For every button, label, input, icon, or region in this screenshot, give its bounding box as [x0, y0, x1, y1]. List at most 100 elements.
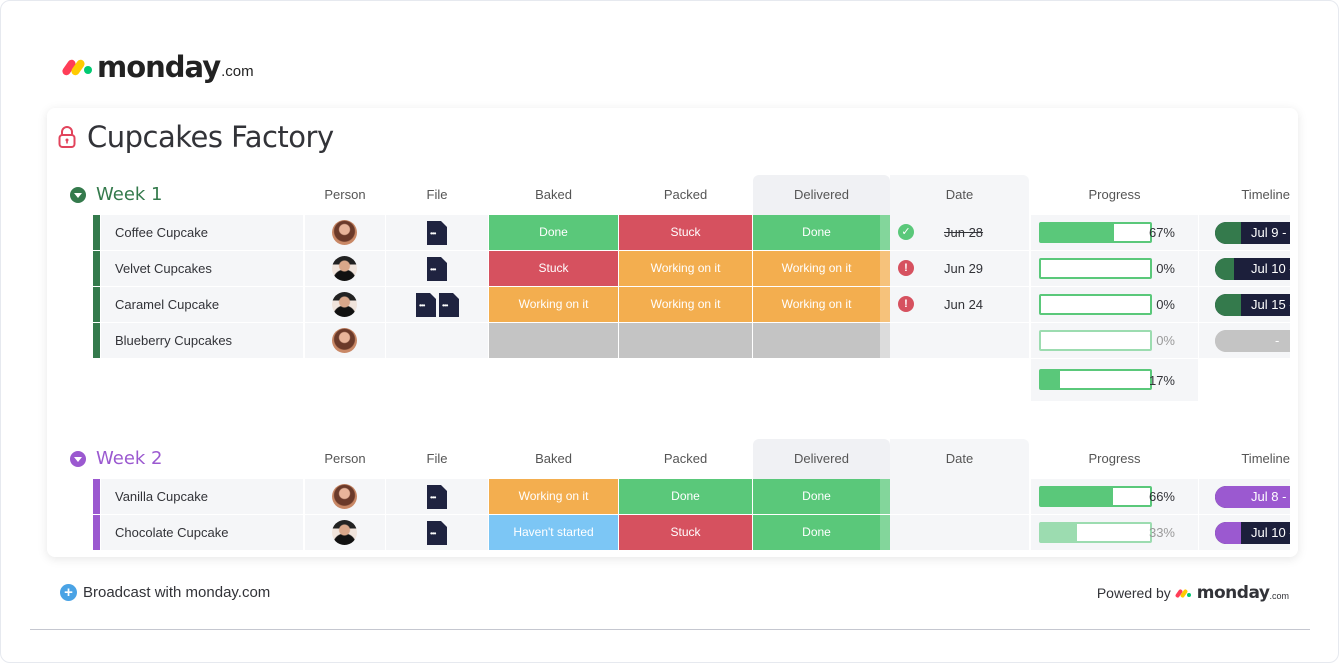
status-delivered[interactable]: Done [753, 479, 880, 514]
column-header-person[interactable]: Person [324, 187, 366, 202]
person-avatar[interactable] [332, 256, 357, 281]
powered-by-suffix: .com [1269, 590, 1289, 601]
item-name[interactable]: Caramel Cupcake [115, 297, 220, 312]
status-baked[interactable]: Haven't started [489, 515, 618, 550]
status-packed[interactable]: Stuck [619, 215, 752, 250]
person-avatar[interactable] [332, 484, 357, 509]
logo-word: monday [97, 50, 221, 84]
status-packed[interactable]: Stuck [619, 515, 752, 550]
person-avatar[interactable] [332, 520, 357, 545]
person-avatar[interactable] [332, 328, 357, 353]
timeline-pill[interactable]: Jul 10 - A [1215, 258, 1290, 280]
column-header-baked[interactable]: Baked [535, 187, 572, 202]
column-header-date[interactable]: Date [945, 451, 974, 466]
file-icon[interactable] [427, 257, 447, 281]
column-header-baked[interactable]: Baked [535, 451, 572, 466]
group-color-strip [93, 287, 100, 322]
group-title[interactable]: Week 1 [96, 184, 163, 205]
column-header-progress[interactable]: Progress [1088, 187, 1141, 202]
column-header-file[interactable]: File [426, 451, 448, 466]
column-header-packed[interactable]: Packed [663, 187, 708, 202]
date-cell[interactable] [890, 323, 1029, 358]
column-header-person[interactable]: Person [324, 451, 366, 466]
progress-fill [1041, 524, 1077, 541]
item-name-cell[interactable] [101, 215, 303, 250]
date-cell[interactable] [890, 479, 1029, 514]
status-delivered[interactable]: Done [753, 515, 880, 550]
item-name-cell[interactable] [101, 515, 303, 550]
progress-bar [1039, 522, 1152, 543]
timeline-pill[interactable]: Jul 15 - [1215, 294, 1290, 316]
item-name-cell[interactable] [101, 323, 303, 358]
file-cell[interactable] [386, 287, 488, 322]
item-name[interactable]: Vanilla Cupcake [115, 489, 208, 504]
timeline-pill[interactable]: Jul 8 - [1215, 486, 1290, 508]
item-name[interactable]: Chocolate Cupcake [115, 525, 229, 540]
file-icon[interactable] [427, 221, 447, 245]
alert-icon: ! [898, 296, 914, 312]
column-header-date[interactable]: Date [945, 187, 974, 202]
progress-bar [1039, 294, 1152, 315]
file-icon[interactable] [427, 485, 447, 509]
item-name-cell[interactable] [101, 479, 303, 514]
status-baked[interactable]: Working on it [489, 479, 618, 514]
person-avatar[interactable] [332, 292, 357, 317]
delivered-status-edge [880, 251, 890, 286]
item-name-cell[interactable] [101, 251, 303, 286]
file-icon[interactable] [439, 293, 459, 317]
date-cell[interactable] [890, 515, 1029, 550]
group-collapse-toggle[interactable] [70, 451, 86, 467]
column-header-progress[interactable]: Progress [1088, 451, 1141, 466]
monday-mini-logo-icon [1174, 588, 1193, 599]
timeline-pill[interactable]: Jul 10 - [1215, 522, 1290, 544]
status-baked[interactable]: Working on it [489, 287, 618, 322]
delivered-header-bg [753, 175, 890, 215]
column-header-timeline[interactable]: Timeline [1241, 451, 1290, 466]
file-icon[interactable] [416, 293, 436, 317]
logo-suffix: .com [221, 62, 254, 80]
status-delivered[interactable]: Working on it [753, 287, 880, 322]
board-title: Cupcakes Factory [87, 120, 334, 154]
plus-icon: + [60, 584, 77, 601]
status-baked[interactable]: Done [489, 215, 618, 250]
file-cell[interactable] [386, 323, 488, 358]
timeline-pill[interactable]: Jul 9 - 1 [1215, 222, 1290, 244]
timeline-label: - [1275, 333, 1280, 348]
status-delivered[interactable]: Done [753, 215, 880, 250]
check-icon: ✓ [898, 224, 914, 240]
group-collapse-toggle[interactable] [70, 187, 86, 203]
status-packed[interactable]: Working on it [619, 251, 752, 286]
date-value[interactable]: Jun 24 [944, 297, 984, 312]
timeline-fill [1215, 294, 1242, 316]
column-header-packed[interactable]: Packed [663, 451, 708, 466]
status-baked[interactable] [489, 323, 618, 358]
powered-by[interactable]: Powered by monday .com [1097, 583, 1289, 603]
timeline-pill[interactable]: - [1215, 330, 1290, 352]
progress-percent: 0% [1156, 297, 1175, 312]
broadcast-link[interactable]: + Broadcast with monday.com [60, 584, 270, 601]
status-packed[interactable]: Working on it [619, 287, 752, 322]
item-name[interactable]: Velvet Cupcakes [115, 261, 212, 276]
file-icon[interactable] [427, 521, 447, 545]
column-header-file[interactable]: File [426, 187, 448, 202]
status-packed[interactable] [619, 323, 752, 358]
timeline-label: Jul 8 - [1251, 489, 1287, 504]
status-packed[interactable]: Done [619, 479, 752, 514]
column-header-delivered[interactable]: Delivered [794, 451, 849, 466]
column-header-timeline[interactable]: Timeline [1241, 187, 1290, 202]
group-title[interactable]: Week 2 [96, 448, 163, 469]
date-value[interactable]: Jun 29 [944, 261, 984, 276]
timeline-fill [1215, 486, 1290, 508]
column-header-delivered[interactable]: Delivered [794, 187, 849, 202]
item-name-cell[interactable] [101, 287, 303, 322]
status-delivered[interactable] [753, 323, 880, 358]
progress-summary-fill [1041, 371, 1060, 388]
person-avatar[interactable] [332, 220, 357, 245]
alert-icon: ! [898, 260, 914, 276]
item-name[interactable]: Coffee Cupcake [115, 225, 208, 240]
item-name[interactable]: Blueberry Cupcakes [115, 333, 233, 348]
status-delivered[interactable]: Working on it [753, 251, 880, 286]
timeline-fill [1215, 258, 1234, 280]
date-value[interactable]: Jun 28 [944, 225, 984, 240]
status-baked[interactable]: Stuck [489, 251, 618, 286]
